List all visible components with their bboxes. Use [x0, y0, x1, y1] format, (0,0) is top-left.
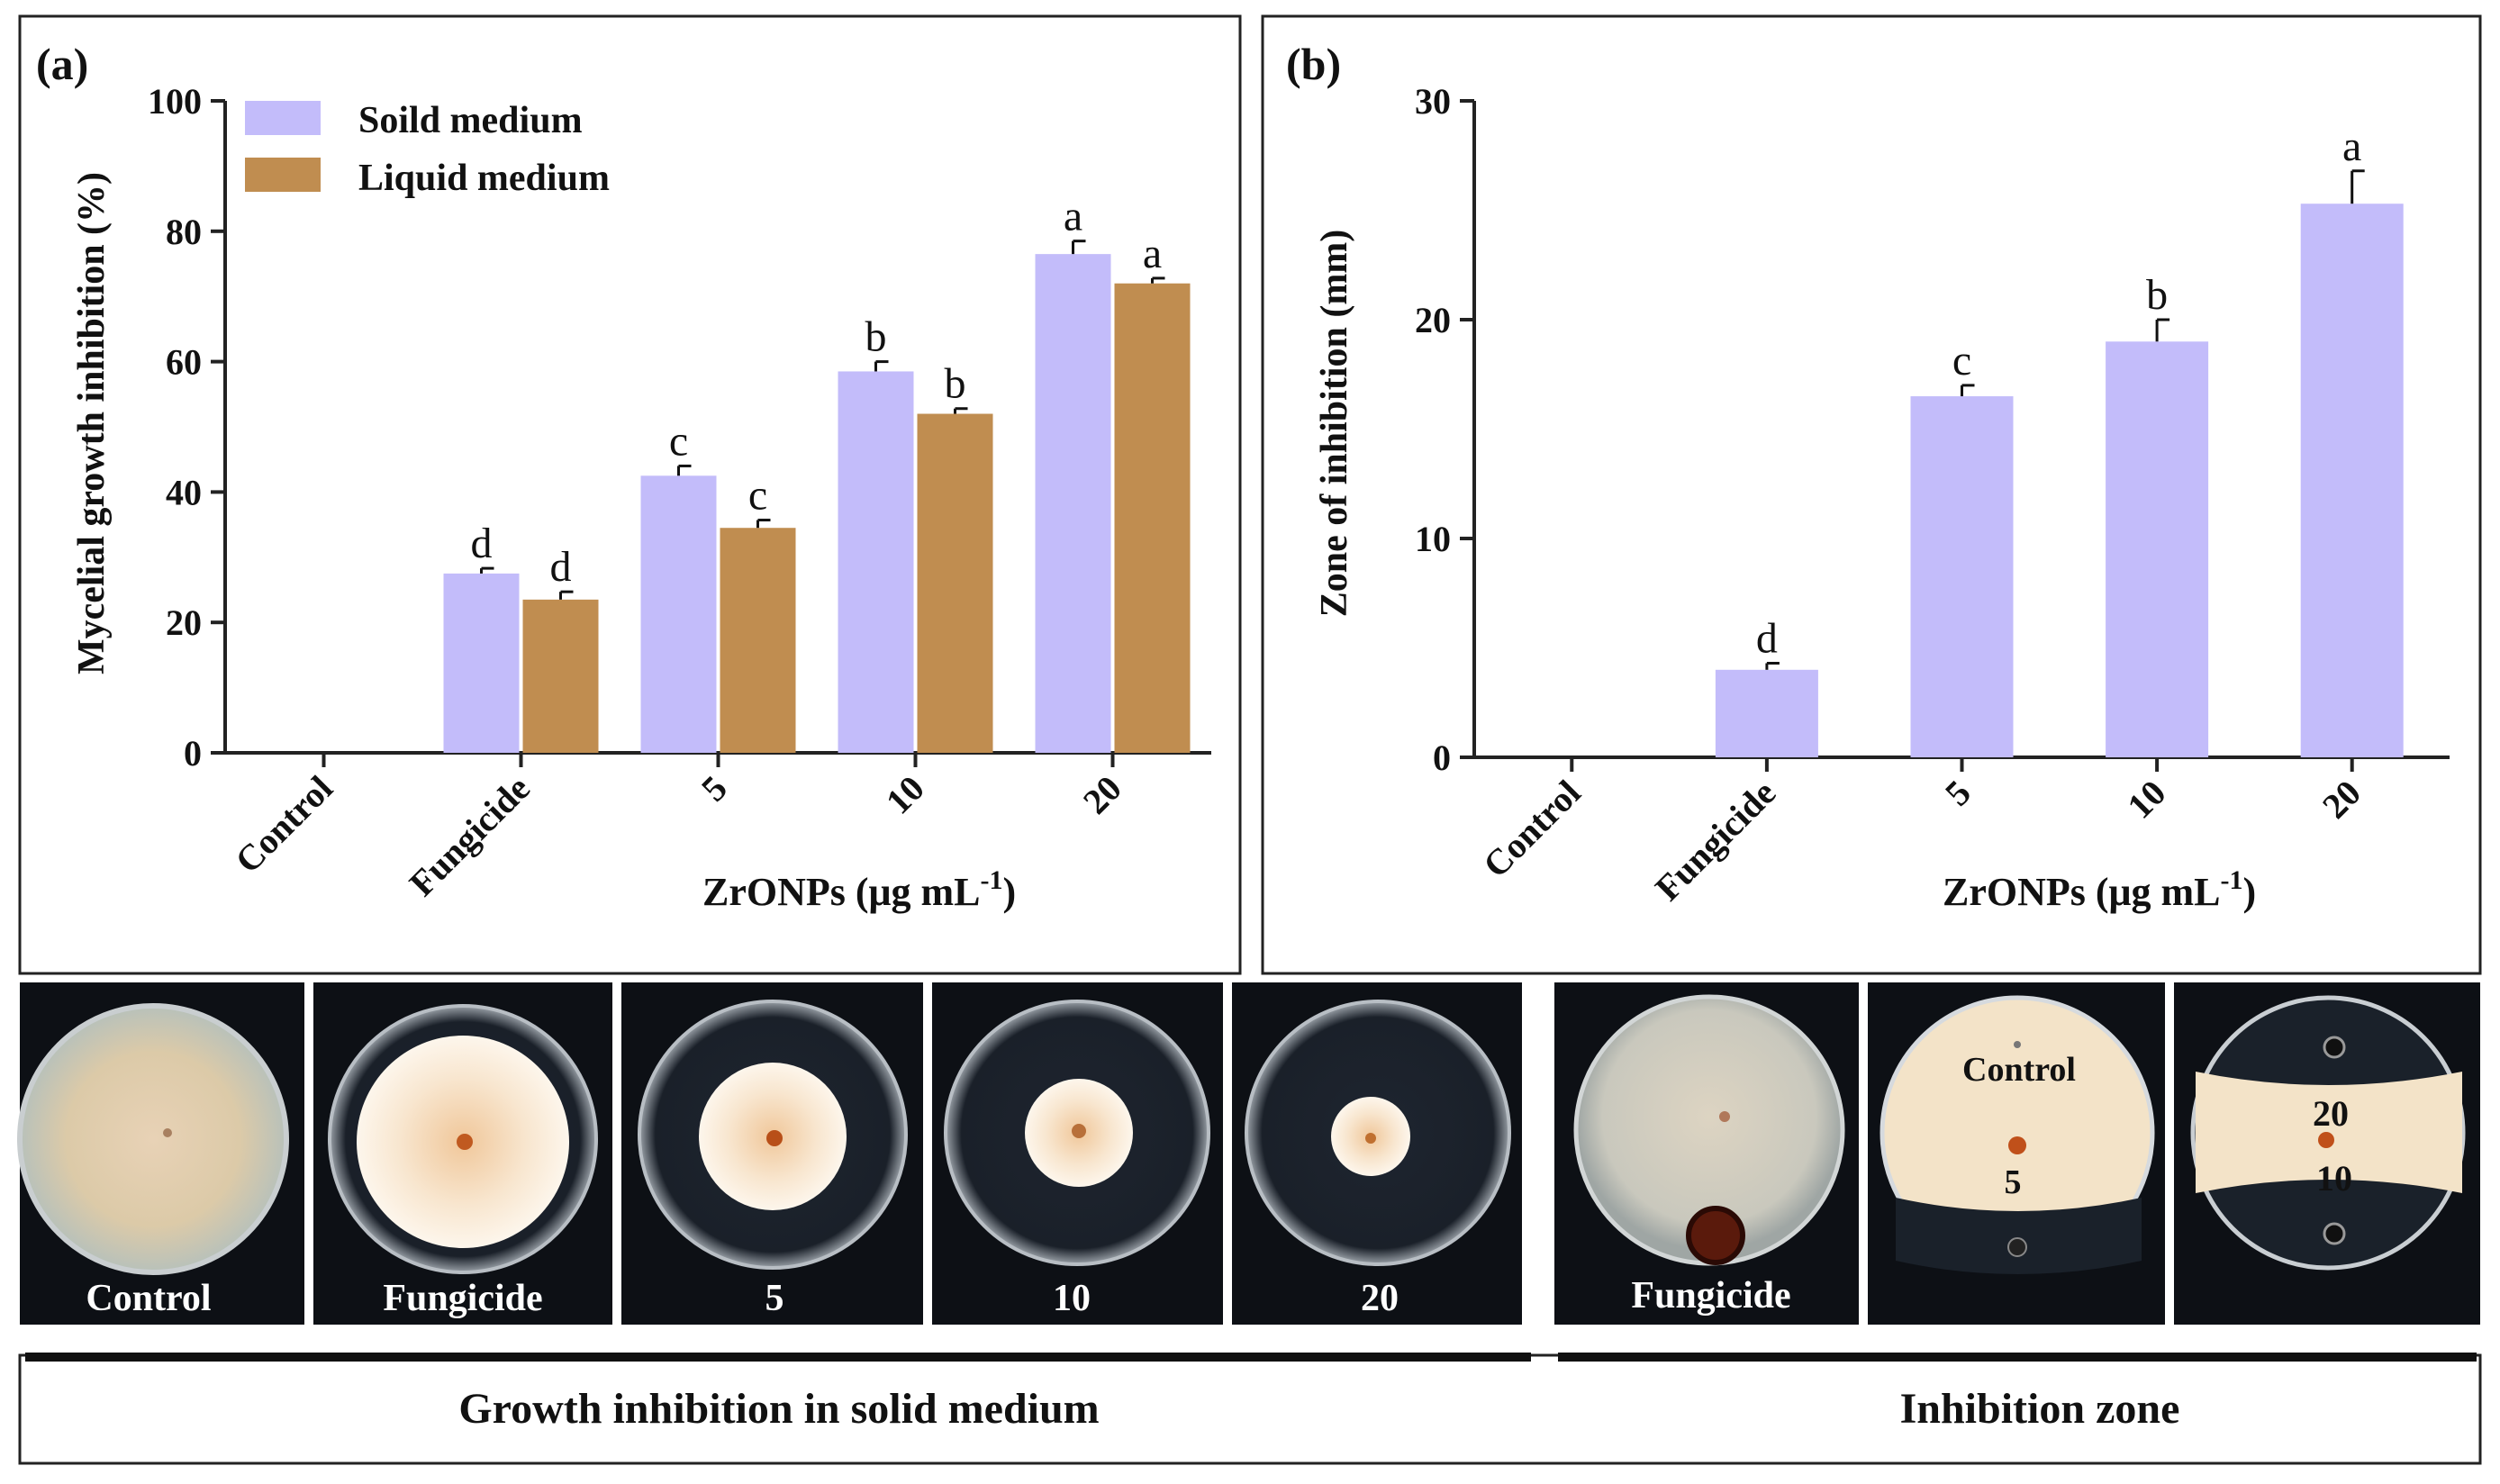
a-sig-letter-s1-1: d: [550, 543, 572, 591]
a-xtick-label-4: 20: [1075, 768, 1129, 822]
photo-label-fungicide: Fungicide: [383, 1278, 542, 1319]
photo-label-zone-control: Control: [1962, 1051, 2076, 1089]
caption-solid: Growth inhibition in solid medium: [458, 1385, 1099, 1433]
a-bar-s0-1: [443, 573, 520, 753]
b-xtick-label-3: 10: [2119, 773, 2173, 827]
a-ytick-label-4: 80: [166, 212, 202, 252]
b-ytick-label-2: 20: [1415, 300, 1451, 340]
a-bar-s0-4: [1035, 254, 1111, 753]
caption-zone: Inhibition zone: [1900, 1385, 2180, 1433]
panel-b-xlabel: ZrONPs (μg mL-1): [1943, 865, 2256, 914]
a-bar-s1-4: [1114, 283, 1191, 754]
legend-swatch-liquid: [245, 158, 321, 192]
colony-fungicide-center: [457, 1134, 473, 1150]
a-bar-s0-2: [640, 475, 717, 753]
zone-control-well-top: [2014, 1041, 2021, 1048]
panel-a-xlabel: ZrONPs (μg mL-1): [702, 865, 1016, 914]
panel-b-xlabel-main: ZrONPs (μg mL: [1943, 870, 2220, 914]
photo-label-zone-5: 5: [2005, 1163, 2022, 1201]
panel-a-xlabel-close: ): [1002, 870, 1016, 914]
photo-label-zone-fungicide: Fungicide: [1631, 1275, 1790, 1317]
b-sig-letter-s0-2: c: [1952, 337, 1971, 385]
b-xtick-label-2: 5: [1937, 773, 1979, 814]
dish-control: [17, 1003, 289, 1275]
zone-high-well-bottom: [2323, 1222, 2346, 1245]
a-ytick-label-5: 100: [148, 81, 202, 122]
legend-label-solid: Soild medium: [358, 100, 583, 141]
a-ytick-label-2: 40: [166, 472, 202, 512]
photo-label-10: 10: [1053, 1278, 1091, 1319]
panel-a-label: (a): [36, 39, 88, 89]
a-ytick-label-1: 20: [166, 602, 202, 643]
b-xtick-label-4: 20: [2314, 773, 2369, 827]
photo-label-control: Control: [86, 1278, 211, 1319]
a-bar-s1-1: [522, 599, 599, 753]
a-xtick-label-2: 5: [693, 768, 735, 810]
a-sig-letter-s0-4: a: [1064, 193, 1082, 240]
legend-label-liquid: Liquid medium: [358, 158, 610, 199]
panel-a-xlabel-sup: -1: [980, 865, 1002, 895]
b-bar-s0-2: [1910, 396, 2014, 757]
b-ytick-label-0: 0: [1433, 737, 1451, 778]
a-sig-letter-s0-1: d: [471, 520, 493, 567]
b-ytick-label-3: 30: [1415, 81, 1451, 122]
b-sig-letter-s0-4: a: [2342, 122, 2361, 170]
panel-b-xlabel-sup: -1: [2220, 865, 2242, 895]
panel-b-xlabel-close: ): [2242, 870, 2256, 914]
zone-high-center: [2318, 1132, 2334, 1148]
dish-control-spot: [163, 1128, 172, 1137]
b-bar-s0-1: [1715, 669, 1818, 757]
zone-control-clear: [1896, 1198, 2142, 1274]
a-bar-s0-3: [838, 371, 914, 753]
b-sig-letter-s0-3: b: [2146, 271, 2168, 319]
zone-fungicide-well: [1686, 1206, 1745, 1265]
b-xtick-label-1: Fungicide: [1647, 773, 1783, 909]
b-bar-s0-4: [2300, 204, 2404, 757]
zone-control-well-bottom: [2007, 1237, 2027, 1257]
b-bar-s0-3: [2106, 341, 2209, 757]
photo-label-20: 20: [1361, 1278, 1399, 1319]
panel-b-ylabel: Zone of inhibition (mm): [1314, 230, 1355, 618]
colony-20-center: [1365, 1133, 1376, 1144]
a-xtick-label-0: Control: [227, 768, 340, 882]
b-xtick-label-0: Control: [1475, 773, 1589, 886]
a-sig-letter-s1-4: a: [1143, 230, 1162, 277]
colony-5-center: [766, 1130, 783, 1146]
photo-label-zone-10: 10: [2316, 1158, 2352, 1199]
zone-control-center: [2008, 1136, 2026, 1154]
a-xtick-label-1: Fungicide: [402, 768, 538, 904]
panel-b-frame: [1261, 14, 2482, 975]
a-xtick-label-3: 10: [878, 768, 932, 822]
chart-a: 0 20 40 60 80 100 Control Fungicide d d 5 c c 10 b b 20 a…: [148, 81, 1211, 904]
panel-a-frame: [18, 14, 1242, 975]
a-sig-letter-s1-2: c: [748, 472, 767, 520]
a-ytick-label-0: 0: [184, 733, 202, 774]
legend-swatch-solid: [245, 101, 321, 135]
zone-fungicide-spot: [1719, 1111, 1730, 1122]
chart-b: 0 10 20 30 Control Fungicide d 5 c 10 b 20 a: [1415, 81, 2450, 909]
photo-label-5: 5: [765, 1278, 784, 1319]
b-sig-letter-s0-1: d: [1756, 615, 1778, 663]
panel-a-ylabel: Mycelial growth inhibition (%): [71, 172, 113, 674]
a-sig-letter-s0-3: b: [865, 313, 887, 361]
zone-high-well-top: [2323, 1036, 2346, 1059]
photo-label-zone-20: 20: [2313, 1093, 2349, 1134]
a-bar-s1-2: [720, 528, 796, 753]
a-sig-letter-s1-3: b: [945, 360, 966, 408]
panel-a-xlabel-main: ZrONPs (μg mL: [702, 870, 980, 914]
a-sig-letter-s0-2: c: [669, 417, 688, 465]
a-ytick-label-3: 60: [166, 342, 202, 383]
zone-high-band: [2196, 1072, 2462, 1193]
colony-10-center: [1072, 1124, 1086, 1138]
a-bar-s1-3: [917, 413, 993, 753]
panel-b-label: (b): [1286, 39, 1341, 89]
b-ytick-label-1: 10: [1415, 519, 1451, 559]
